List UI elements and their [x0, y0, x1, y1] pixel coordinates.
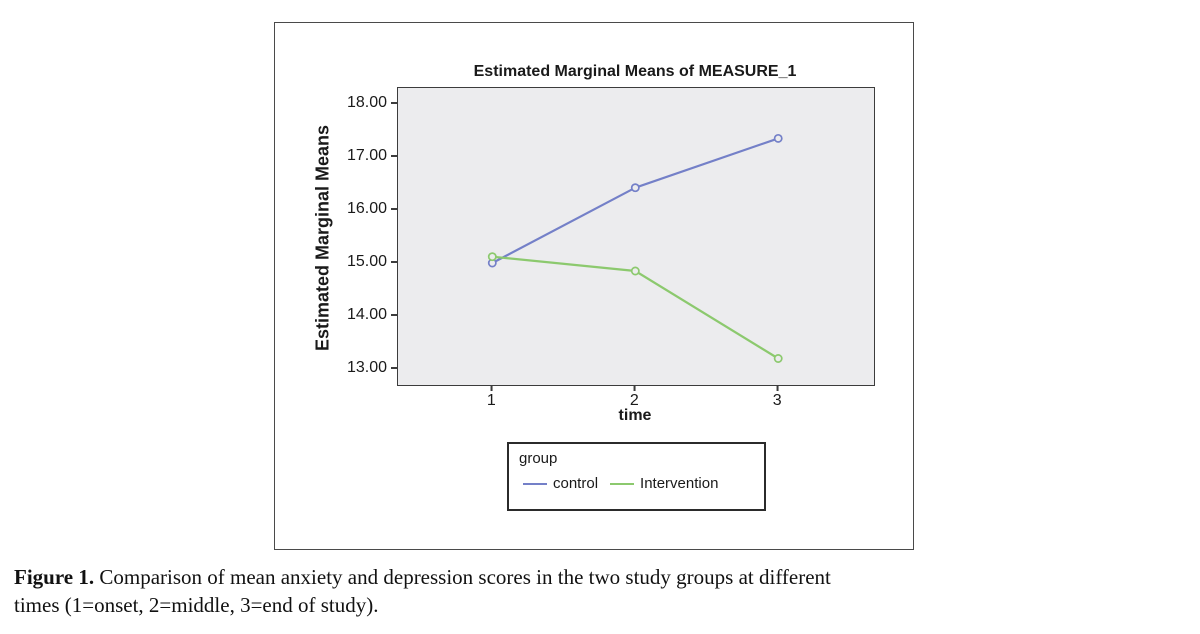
data-point-control-t3	[773, 133, 783, 143]
chart-title: Estimated Marginal Means of MEASURE_1	[473, 63, 797, 80]
plot-area	[397, 87, 875, 386]
x-tick-label: 1	[486, 392, 496, 409]
intervention-series-swatch	[610, 482, 635, 485]
y-tick: 13.00	[347, 359, 397, 377]
figure-caption: Figure 1. Comparison of mean anxiety and…	[14, 563, 1194, 619]
x-axis-ticks: 1 2 3	[397, 385, 873, 417]
y-tick-mark	[391, 314, 397, 317]
legend-title: group	[519, 450, 558, 467]
x-tick-label: 3	[772, 392, 782, 409]
data-point-control-t2	[630, 183, 640, 193]
y-tick-label: 15.00	[346, 253, 387, 270]
caption-line-2: times (1=onset, 2=middle, 3=end of study…	[14, 593, 379, 617]
y-tick-label: 18.00	[346, 93, 387, 111]
x-tick: 3	[773, 385, 782, 410]
x-axis-label: time	[618, 407, 652, 424]
control-series-swatch	[523, 482, 547, 485]
y-axis-ticks: 18.00 17.00 16.00 15.00 14.00 13.00	[275, 87, 397, 384]
legend-label-intervention: Intervention	[640, 475, 719, 492]
y-tick: 16.00	[347, 200, 397, 218]
y-tick-label: 13.00	[346, 359, 387, 377]
series-line-control	[491, 137, 779, 264]
x-tick-mark	[490, 385, 493, 391]
legend-label-control: control	[553, 475, 599, 492]
y-tick: 17.00	[347, 147, 397, 165]
legend-entries: control Intervention	[523, 475, 764, 492]
figure-box: Estimated Marginal Means of MEASURE_1 Es…	[274, 22, 914, 550]
x-tick-mark	[633, 385, 636, 391]
y-tick-mark	[391, 261, 397, 263]
y-tick: 15.00	[347, 253, 397, 271]
y-tick: 18.00	[347, 94, 397, 112]
x-tick-label: 2	[629, 392, 639, 409]
caption-figure-label: Figure 1.	[14, 565, 95, 589]
caption-line-1: Figure 1. Comparison of mean anxiety and…	[14, 563, 1194, 591]
y-tick-label: 16.00	[346, 200, 387, 217]
y-tick-mark	[391, 208, 397, 210]
y-tick-label: 17.00	[346, 146, 387, 164]
y-tick: 14.00	[347, 306, 397, 324]
y-tick-label: 14.00	[346, 306, 387, 324]
y-tick-mark	[391, 367, 397, 370]
x-tick: 1	[487, 385, 496, 410]
x-tick-mark	[776, 385, 779, 391]
caption-text-1: Comparison of mean anxiety and depressio…	[99, 565, 831, 589]
data-point-Intervention-t2	[630, 266, 640, 276]
line-chart-canvas	[487, 133, 783, 363]
y-tick-mark	[391, 154, 397, 157]
data-point-Intervention-t3	[773, 354, 783, 363]
data-point-Intervention-t1	[487, 252, 497, 262]
legend: group control Intervention	[507, 442, 766, 511]
x-tick: 2	[630, 385, 639, 410]
y-tick-mark	[391, 101, 397, 104]
